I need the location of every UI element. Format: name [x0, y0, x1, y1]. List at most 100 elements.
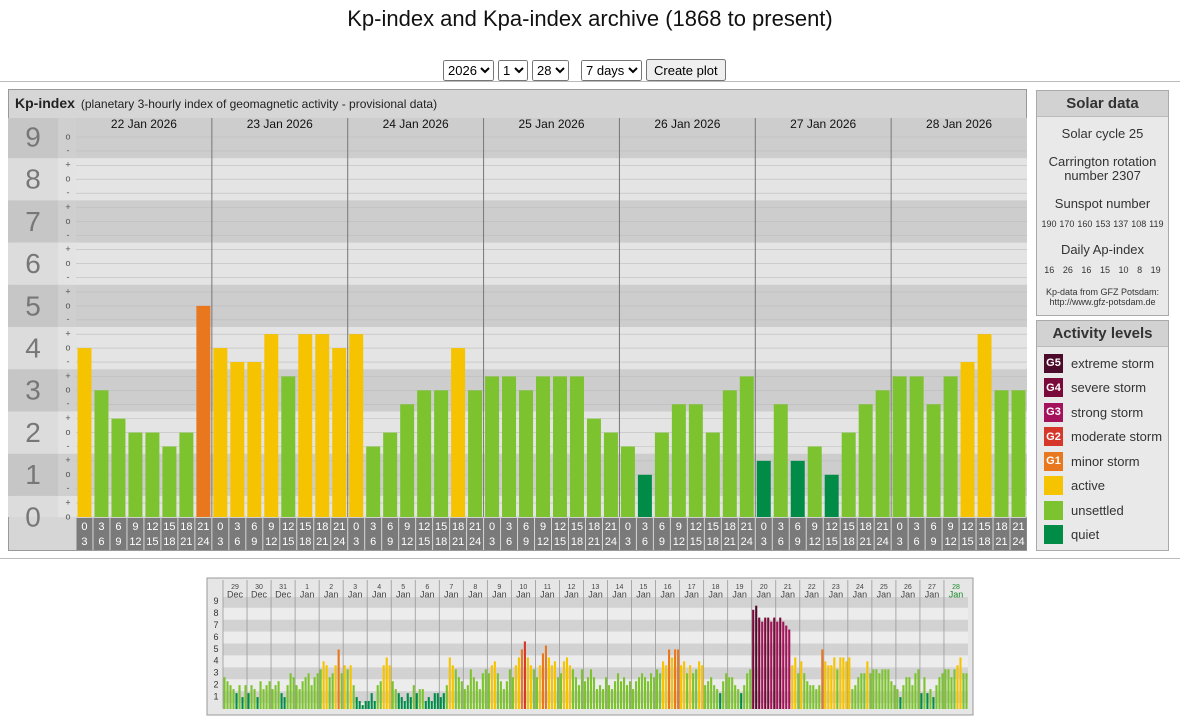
- month-select[interactable]: 1: [498, 59, 528, 81]
- hour-cell: [602, 518, 619, 550]
- bar: [388, 665, 391, 709]
- sunspot-number: 119: [1149, 219, 1164, 229]
- hour-end: 9: [523, 536, 529, 548]
- hour-end: 18: [163, 536, 175, 548]
- bar: [493, 661, 496, 709]
- y-minor-label: o: [65, 216, 70, 226]
- legend: G5 extreme storm G4 severe storm G3 strong st…: [1037, 347, 1168, 547]
- y-band: [58, 200, 76, 243]
- day-number: 22: [808, 584, 816, 591]
- hour-cell: [925, 518, 942, 550]
- day-select[interactable]: 28: [532, 59, 569, 81]
- bar: [923, 677, 926, 709]
- day-number: 24: [856, 584, 864, 591]
- legend-label: extreme storm: [1071, 355, 1155, 371]
- hour-cell: [314, 518, 331, 550]
- bar: [654, 432, 669, 517]
- y-minor-label: -: [67, 145, 70, 155]
- bar: [695, 669, 698, 709]
- y-minor-label: +: [65, 413, 70, 423]
- bar: [902, 685, 905, 709]
- bar: [77, 348, 92, 517]
- bar: [196, 305, 211, 517]
- bar: [686, 673, 689, 709]
- bar: [451, 665, 454, 709]
- bar: [833, 657, 836, 709]
- hour-cell: [772, 518, 789, 550]
- bar: [756, 460, 771, 517]
- hour-cell: [976, 518, 993, 550]
- hour-end: 24: [333, 536, 345, 548]
- y-band: [8, 411, 58, 454]
- hour-end: 21: [588, 536, 600, 548]
- hour-start: 9: [676, 521, 682, 533]
- bar: [485, 376, 500, 517]
- bar: [917, 669, 920, 709]
- hour-cell: [823, 518, 840, 550]
- bar: [128, 432, 143, 517]
- bar: [541, 653, 544, 709]
- range-select[interactable]: 7 days: [581, 59, 642, 81]
- separator: [0, 558, 1180, 559]
- hour-end: 15: [690, 536, 702, 548]
- day-number: 31: [279, 584, 287, 591]
- create-plot-button[interactable]: Create plot: [646, 59, 726, 81]
- bar: [807, 446, 822, 517]
- hour-end: 24: [197, 536, 209, 548]
- bar: [875, 390, 890, 517]
- hour-start: 6: [795, 521, 801, 533]
- y-minor-label: o: [65, 174, 70, 184]
- bar: [962, 673, 965, 709]
- hour-cell: [399, 518, 416, 550]
- day-month: Jan: [756, 589, 771, 599]
- bar: [448, 657, 451, 709]
- bar: [400, 697, 403, 709]
- bar: [959, 657, 962, 709]
- source-url: http://www.gfz-potsdam.de: [1049, 297, 1156, 307]
- bar: [310, 685, 313, 709]
- bar: [529, 665, 532, 709]
- bar: [352, 685, 355, 709]
- carrington: Carrington rotation number 2307: [1048, 154, 1157, 183]
- hour-cell: [161, 518, 178, 550]
- y-tick-label: 9: [25, 121, 41, 152]
- y-band: [8, 284, 58, 327]
- separator: [0, 81, 1180, 82]
- bar: [514, 665, 517, 709]
- bar: [346, 669, 349, 709]
- bar: [761, 621, 764, 709]
- hour-start: 18: [724, 521, 736, 533]
- y-tick-label: 8: [25, 164, 41, 195]
- legend-swatch: G2: [1044, 427, 1063, 447]
- hour-cell: [195, 518, 212, 550]
- hour-start: 15: [435, 521, 447, 533]
- bar: [568, 665, 572, 709]
- legend-item: G1 minor storm: [1037, 449, 1168, 474]
- legend-item: unsettled: [1037, 498, 1168, 523]
- bar: [595, 689, 599, 709]
- bar: [740, 693, 743, 709]
- bar: [683, 661, 686, 709]
- bar: [737, 689, 740, 709]
- bar: [295, 685, 298, 709]
- legend-label: strong storm: [1071, 404, 1144, 420]
- hour-end: 15: [554, 536, 566, 548]
- y-minor-label: -: [67, 188, 70, 198]
- bar: [247, 362, 262, 517]
- legend-item: G5 extreme storm: [1037, 351, 1168, 376]
- day-number: 12: [568, 584, 576, 591]
- bar: [603, 432, 618, 517]
- bar: [914, 673, 917, 709]
- hour-start: 12: [554, 521, 566, 533]
- bar: [764, 617, 767, 709]
- hour-end: 6: [914, 536, 920, 548]
- day-label: 23 Jan 2026: [247, 117, 313, 131]
- day-month: Jan: [300, 589, 315, 599]
- bar: [728, 677, 731, 709]
- day-month: Jan: [324, 589, 339, 599]
- hour-start: 15: [978, 521, 990, 533]
- bar: [418, 689, 421, 709]
- hour-cell: [874, 518, 891, 550]
- year-select[interactable]: 2026: [443, 59, 494, 81]
- bar: [734, 685, 737, 709]
